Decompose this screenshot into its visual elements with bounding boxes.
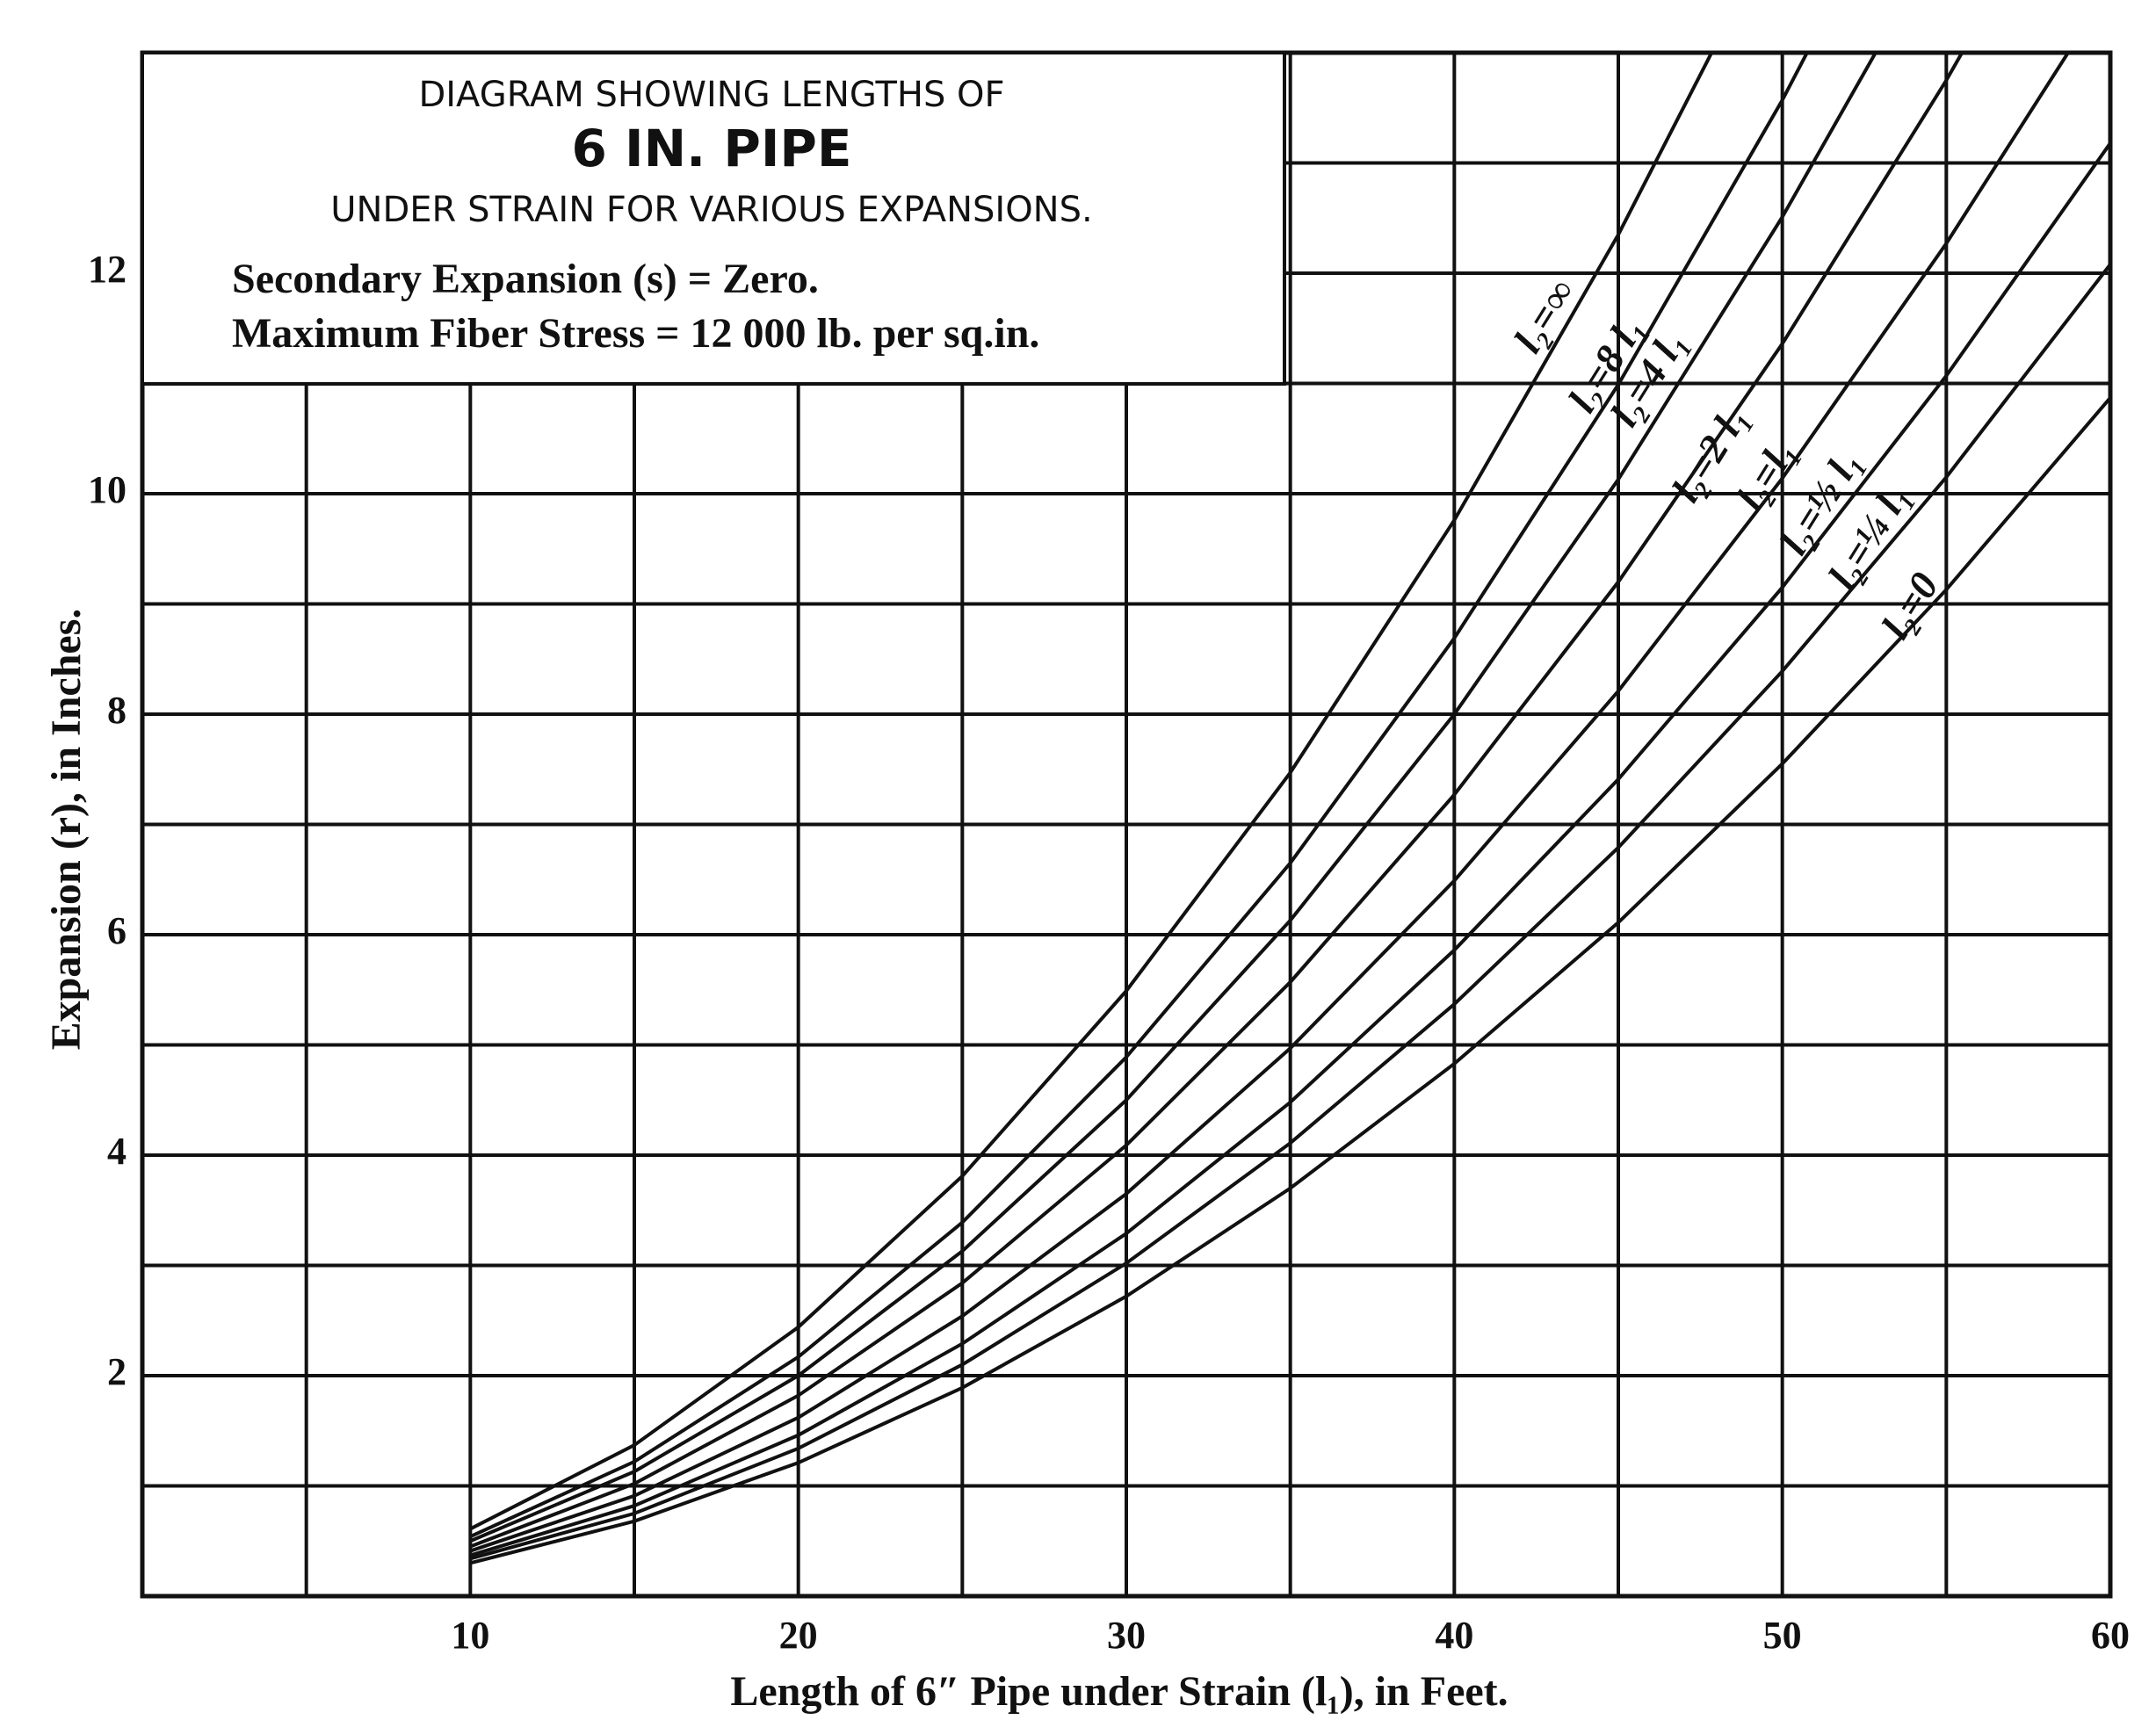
- y-axis-label: Expansion (r), in Inches.: [43, 609, 90, 1051]
- curve: [469, 53, 1878, 1543]
- curve: [469, 396, 2110, 1565]
- title-box: [141, 51, 1286, 386]
- curve: [469, 263, 2110, 1561]
- x-tick-label: 60: [2091, 1614, 2130, 1657]
- curve: [469, 141, 2110, 1557]
- y-tick-label: 6: [107, 909, 127, 952]
- x-axis-label: Length of 6″ Pipe under Strain (l₁), in …: [730, 1668, 1508, 1715]
- x-tick-label: 30: [1107, 1614, 1146, 1657]
- curves: [469, 53, 2110, 1565]
- x-tick-label: 20: [779, 1614, 818, 1657]
- chart-title: 6 IN. PIPE: [571, 119, 851, 178]
- y-tick-label: 12: [88, 248, 127, 291]
- curve-label: l₂=0: [1873, 565, 1948, 647]
- y-tick-label: 4: [107, 1130, 127, 1173]
- curve: [469, 53, 1810, 1539]
- x-tick-label: 40: [1435, 1614, 1473, 1657]
- y-tick-label: 8: [107, 689, 127, 732]
- note: Secondary Expansion (s) = Zero.: [232, 256, 819, 302]
- curve: [469, 53, 1964, 1549]
- y-tick-label: 10: [88, 468, 127, 511]
- x-tick-label: 10: [451, 1614, 489, 1657]
- y-tick-label: 2: [107, 1350, 127, 1393]
- title-line: DIAGRAM SHOWING LENGTHS OF: [418, 75, 1004, 115]
- curve: [469, 53, 2071, 1553]
- note: Maximum Fiber Stress = 12 000 lb. per sq…: [232, 310, 1039, 357]
- x-tick-label: 50: [1763, 1614, 1802, 1657]
- title-line: UNDER STRAIN FOR VARIOUS EXPANSIONS.: [330, 190, 1092, 230]
- curve: [469, 53, 1714, 1531]
